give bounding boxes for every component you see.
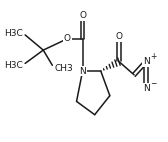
Text: O: O [79,11,86,20]
Text: H3C: H3C [4,61,23,70]
Text: −: − [150,79,156,88]
Text: CH3: CH3 [55,64,73,73]
Text: +: + [150,52,156,61]
Text: O: O [115,32,122,41]
Text: N: N [143,57,150,66]
Text: N: N [143,84,150,93]
Text: N: N [79,66,86,76]
Text: O: O [64,34,71,43]
Text: H3C: H3C [4,29,23,38]
